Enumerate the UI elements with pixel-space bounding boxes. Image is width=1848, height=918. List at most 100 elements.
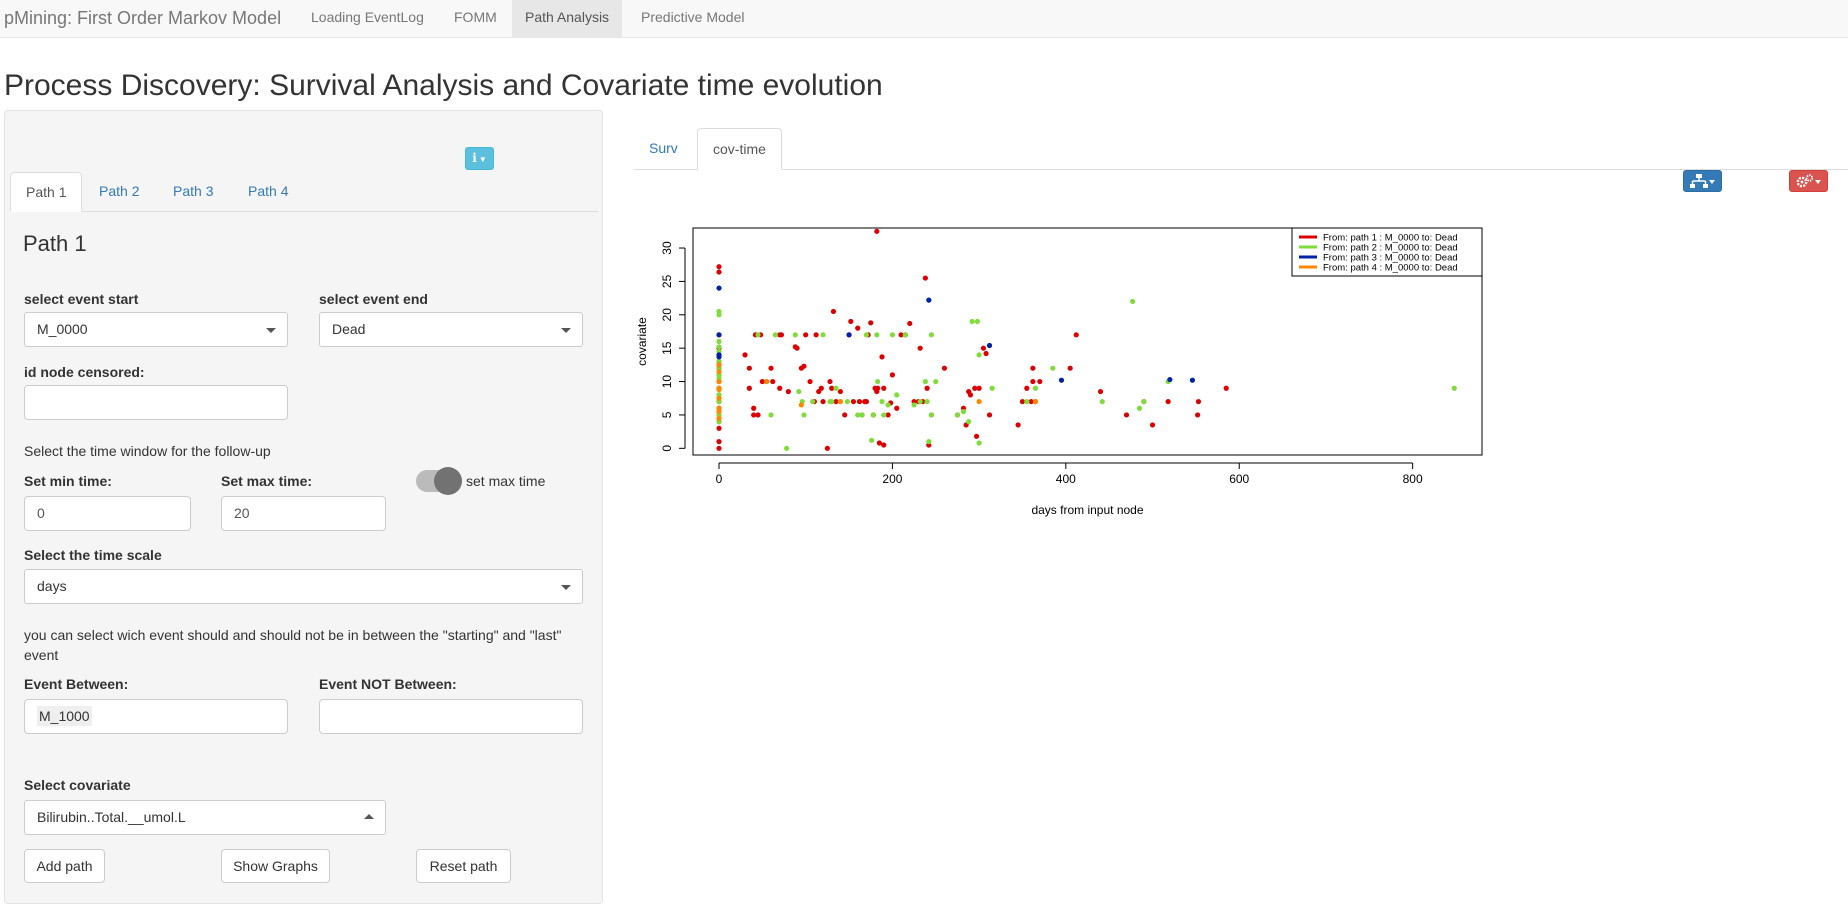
navbar-brand[interactable]: pMining: First Order Markov Model bbox=[4, 8, 282, 28]
censored-input[interactable] bbox=[24, 385, 288, 420]
tab-surv[interactable]: Surv bbox=[649, 140, 678, 156]
data-point bbox=[770, 378, 776, 385]
chevron-down-icon bbox=[1709, 180, 1715, 184]
event-end-value: Dead bbox=[332, 321, 366, 337]
reset-path-button[interactable]: Reset path bbox=[416, 849, 511, 883]
data-point bbox=[794, 345, 800, 351]
sitemap-icon bbox=[1690, 174, 1708, 188]
data-point bbox=[801, 363, 807, 369]
tab-path-3[interactable]: Path 3 bbox=[173, 183, 214, 199]
min-time-input[interactable]: 0 bbox=[24, 496, 191, 531]
data-point bbox=[986, 412, 993, 418]
navbar: pMining: First Order Markov Model Loadin… bbox=[0, 0, 1848, 38]
covariate-select[interactable]: Bilirubin..Total.__umol.L bbox=[24, 800, 386, 835]
tab-path-4[interactable]: Path 4 bbox=[248, 183, 289, 199]
nav-item-fomm[interactable]: FOMM bbox=[454, 9, 497, 25]
data-point bbox=[933, 378, 939, 385]
data-point bbox=[829, 385, 835, 391]
data-point bbox=[716, 264, 722, 270]
data-point bbox=[792, 332, 798, 338]
data-point bbox=[1030, 378, 1036, 385]
time-scale-select[interactable]: days bbox=[24, 569, 583, 604]
data-point bbox=[796, 388, 802, 395]
data-points bbox=[716, 228, 1457, 451]
data-point bbox=[833, 398, 839, 405]
tab-cov-time[interactable]: cov-time bbox=[697, 128, 782, 170]
data-point bbox=[829, 398, 835, 405]
data-point bbox=[907, 320, 913, 327]
caret-down-icon bbox=[561, 585, 571, 590]
max-time-input[interactable]: 20 bbox=[221, 496, 386, 531]
data-point bbox=[869, 437, 875, 443]
data-point bbox=[751, 405, 757, 411]
nav-item-predictive-model[interactable]: Predictive Model bbox=[641, 9, 745, 25]
plot-frame bbox=[692, 227, 1483, 456]
data-point bbox=[746, 385, 752, 391]
x-tick-label: 400 bbox=[1056, 472, 1076, 486]
path-heading: Path 1 bbox=[23, 231, 87, 256]
data-point bbox=[778, 332, 785, 338]
data-point bbox=[848, 318, 854, 325]
data-point bbox=[889, 332, 896, 338]
event-between-input[interactable]: M_1000 bbox=[24, 699, 288, 734]
data-point bbox=[902, 332, 909, 338]
data-point bbox=[859, 412, 865, 418]
tab-path-1[interactable]: Path 1 bbox=[10, 172, 83, 212]
x-tick-label: 200 bbox=[882, 472, 902, 486]
sitemap-dropdown-button[interactable] bbox=[1683, 170, 1722, 192]
x-tick-label: 600 bbox=[1229, 472, 1249, 486]
data-point bbox=[1136, 405, 1143, 411]
data-point bbox=[1024, 385, 1030, 391]
data-point bbox=[870, 412, 876, 418]
data-point bbox=[837, 398, 843, 405]
chevron-down-icon: ▼ bbox=[478, 155, 487, 164]
data-point bbox=[989, 385, 995, 391]
data-point bbox=[830, 308, 837, 315]
data-point bbox=[972, 385, 978, 391]
data-point bbox=[924, 398, 930, 405]
max-time-label: Set max time: bbox=[221, 473, 313, 489]
event-between-chip[interactable]: M_1000 bbox=[37, 706, 92, 726]
nav-item-loading-eventlog[interactable]: Loading EventLog bbox=[311, 9, 424, 25]
data-point bbox=[798, 402, 804, 408]
event-end-select[interactable]: Dead bbox=[319, 312, 583, 347]
time-window-text: Select the time window for the follow-up bbox=[24, 443, 271, 459]
data-point bbox=[1195, 398, 1202, 405]
event-start-select[interactable]: M_0000 bbox=[24, 312, 288, 347]
info-icon: i bbox=[472, 151, 477, 165]
data-point bbox=[863, 398, 870, 405]
nav-item-path-analysis[interactable]: Path Analysis bbox=[512, 0, 623, 37]
settings-dropdown-button[interactable] bbox=[1789, 170, 1828, 192]
data-point bbox=[876, 440, 883, 446]
data-point bbox=[1123, 412, 1130, 418]
data-point bbox=[716, 415, 722, 421]
max-time-toggle-label: set max time bbox=[466, 473, 546, 489]
max-time-toggle[interactable] bbox=[416, 467, 462, 495]
data-point bbox=[926, 439, 932, 445]
data-point bbox=[716, 354, 722, 360]
event-start-label: select event start bbox=[24, 291, 139, 307]
add-path-button[interactable]: Add path bbox=[24, 849, 105, 883]
covariate-value: Bilirubin..Total.__umol.L bbox=[37, 809, 186, 825]
data-point bbox=[716, 409, 722, 415]
data-point bbox=[855, 412, 861, 418]
event-not-between-input[interactable] bbox=[319, 699, 583, 734]
data-point bbox=[827, 378, 833, 385]
data-point bbox=[1019, 398, 1026, 405]
data-point bbox=[922, 275, 928, 281]
time-scale-value: days bbox=[37, 578, 67, 594]
legend-entry: From: path 2 : M_0000 to: Dead bbox=[1323, 243, 1458, 254]
info-dropdown-button[interactable]: i ▼ bbox=[465, 147, 494, 170]
y-axis: 0 5 10 15 20 25 30 bbox=[660, 241, 686, 452]
data-point bbox=[813, 332, 819, 338]
data-point bbox=[716, 395, 722, 401]
tab-path-2[interactable]: Path 2 bbox=[99, 183, 140, 199]
data-point bbox=[917, 398, 923, 405]
data-point bbox=[801, 412, 807, 418]
data-point bbox=[1058, 377, 1065, 383]
data-point bbox=[967, 392, 974, 398]
show-graphs-button[interactable]: Show Graphs bbox=[221, 849, 330, 883]
data-point bbox=[973, 433, 980, 439]
x-axis: 0 200 400 600 800 bbox=[716, 462, 1423, 486]
